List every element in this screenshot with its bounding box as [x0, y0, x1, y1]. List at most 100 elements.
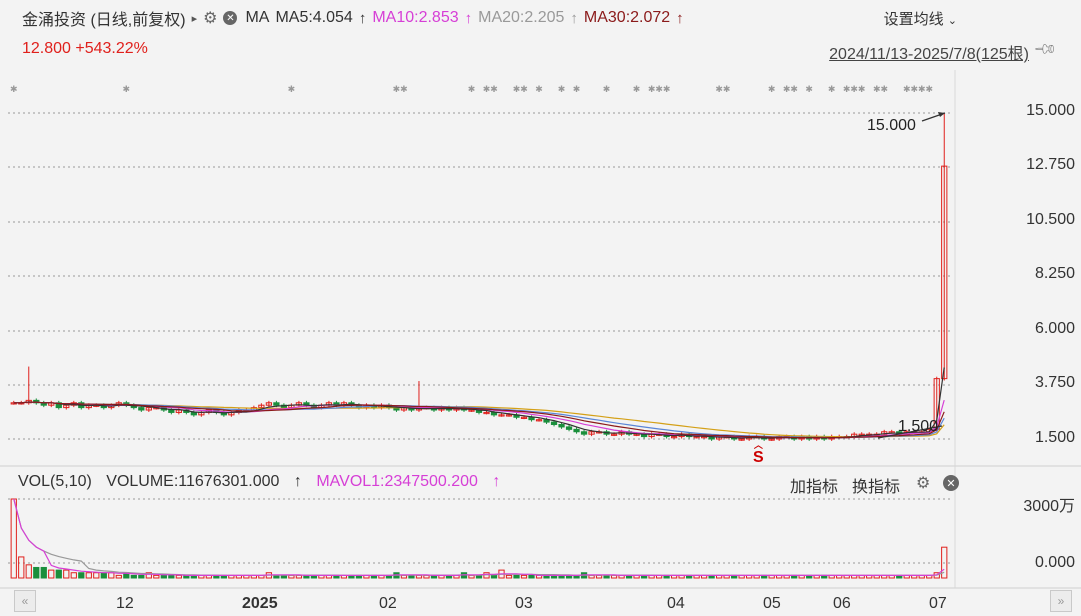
volume-axis-zero: 0.000	[1035, 554, 1075, 572]
volume-bar	[131, 575, 136, 578]
event-marker: ✱	[903, 84, 911, 94]
candle-body	[139, 408, 144, 410]
volume-bar	[424, 575, 429, 578]
event-marker: ✱	[843, 84, 851, 94]
event-marker: ✱	[768, 84, 776, 94]
candle-body	[274, 403, 279, 405]
vol-indicator[interactable]: VOL(5,10)	[18, 473, 92, 490]
event-marker: ✱	[400, 84, 408, 94]
scroll-left-button[interactable]: «	[14, 590, 36, 612]
candle-body	[574, 429, 579, 431]
switch-indicator-button[interactable]: 换指标	[852, 473, 900, 497]
volume-bar	[26, 565, 31, 578]
volume-bar	[71, 573, 76, 578]
x-label-feb: 02	[379, 595, 397, 613]
candle-body	[529, 417, 534, 419]
x-label-may: 05	[763, 595, 781, 613]
y-tick-12750: 12.750	[1026, 156, 1075, 174]
event-marker: ✱	[10, 84, 18, 94]
volume-bar	[506, 575, 511, 578]
event-marker: ✱	[663, 84, 671, 94]
moving-average-lines	[14, 368, 944, 439]
y-tick-10500: 10.500	[1026, 211, 1075, 229]
volume-bar	[41, 567, 46, 578]
volume-bar	[589, 575, 594, 578]
y-tick-8250: 8.250	[1035, 265, 1075, 283]
volume-bar	[491, 575, 496, 578]
event-marker: ✱	[723, 84, 731, 94]
volume-bar	[169, 575, 174, 578]
volume-bar	[289, 575, 294, 578]
volume-bar	[19, 557, 24, 578]
volume-bar	[86, 573, 91, 578]
add-indicator-button[interactable]: 加指标	[790, 473, 838, 497]
volume-bar	[401, 575, 406, 578]
volume-bar	[176, 575, 181, 578]
event-markers: ✱ ✱ ✱ ✱ ✱ ✱ ✱ ✱ ✱ ✱ ✱ ✱ ✱ ✱ ✱ ✱ ✱ ✱ ✱ ✱ ✱ ✱ ✱ ✱ ✱ ✱ ✱ ✱ ✱ ✱ ✱ ✱ ✱ ✱	[10, 84, 933, 94]
event-marker: ✱	[805, 84, 813, 94]
event-marker: ✱	[918, 84, 926, 94]
event-marker: ✱	[850, 84, 858, 94]
event-marker: ✱	[828, 84, 836, 94]
mavol10-line	[14, 499, 944, 575]
event-marker: ✱	[783, 84, 791, 94]
volume-bar	[596, 575, 601, 578]
event-marker: ✱	[573, 84, 581, 94]
volume-bar	[11, 499, 16, 578]
event-marker: ✱	[873, 84, 881, 94]
volume-bar	[521, 575, 526, 578]
volume-bar	[154, 575, 159, 578]
event-marker: ✱	[513, 84, 521, 94]
volume-bar	[94, 573, 99, 578]
y-tick-6000: 6.000	[1035, 320, 1075, 338]
volume-bar	[34, 567, 39, 578]
event-marker: ✱	[790, 84, 798, 94]
volume-bar	[469, 575, 474, 578]
candle-body	[191, 412, 196, 414]
volume-up-icon: ↑	[294, 473, 302, 490]
x-label-mar: 03	[515, 595, 533, 613]
event-marker: ✱	[603, 84, 611, 94]
x-label-apr: 04	[667, 595, 685, 613]
candle-body	[566, 427, 571, 429]
volume-bar	[296, 575, 301, 578]
y-tick-1500: 1.500	[1035, 429, 1075, 447]
event-marker: ✱	[490, 84, 498, 94]
volume-bar	[611, 575, 616, 578]
event-marker: ✱	[468, 84, 476, 94]
event-marker: ✱	[858, 84, 866, 94]
close-circle-icon[interactable]: ✕	[943, 475, 959, 491]
gear-icon[interactable]: ⚙	[916, 473, 930, 493]
x-label-2025: 2025	[242, 595, 278, 613]
event-marker: ✱	[925, 84, 933, 94]
sell-signal-icon[interactable]: ︿ S	[753, 442, 764, 467]
volume-bar	[604, 575, 609, 578]
x-label-jul: 07	[929, 595, 947, 613]
mavol5-line	[14, 499, 944, 575]
event-marker: ✱	[558, 84, 566, 94]
event-marker: ✱	[535, 84, 543, 94]
volume-bar	[476, 575, 481, 578]
volume-bar	[49, 570, 54, 578]
volume-bar	[529, 575, 534, 578]
mavol-up-icon: ↑	[492, 473, 500, 490]
volume-bar	[116, 575, 121, 578]
mavol-value: MAVOL1:2347500.200	[316, 473, 478, 490]
volume-bar	[161, 575, 166, 578]
y-tick-15000: 15.000	[1026, 102, 1075, 120]
volume-bars	[11, 499, 947, 578]
volume-bar	[409, 575, 414, 578]
y-tick-3750: 3.750	[1035, 374, 1075, 392]
volume-bar	[79, 573, 84, 578]
low-price-label: 1.500	[898, 418, 938, 436]
event-marker: ✱	[648, 84, 656, 94]
volume-bar	[514, 575, 519, 578]
event-marker: ✱	[880, 84, 888, 94]
x-label-dec: 12	[116, 595, 134, 613]
ma5-line	[14, 368, 944, 439]
high-price-label: 15.000	[867, 117, 916, 135]
event-marker: ✱	[715, 84, 723, 94]
scroll-right-button[interactable]: »	[1050, 590, 1072, 612]
candlestick-series	[11, 113, 947, 441]
